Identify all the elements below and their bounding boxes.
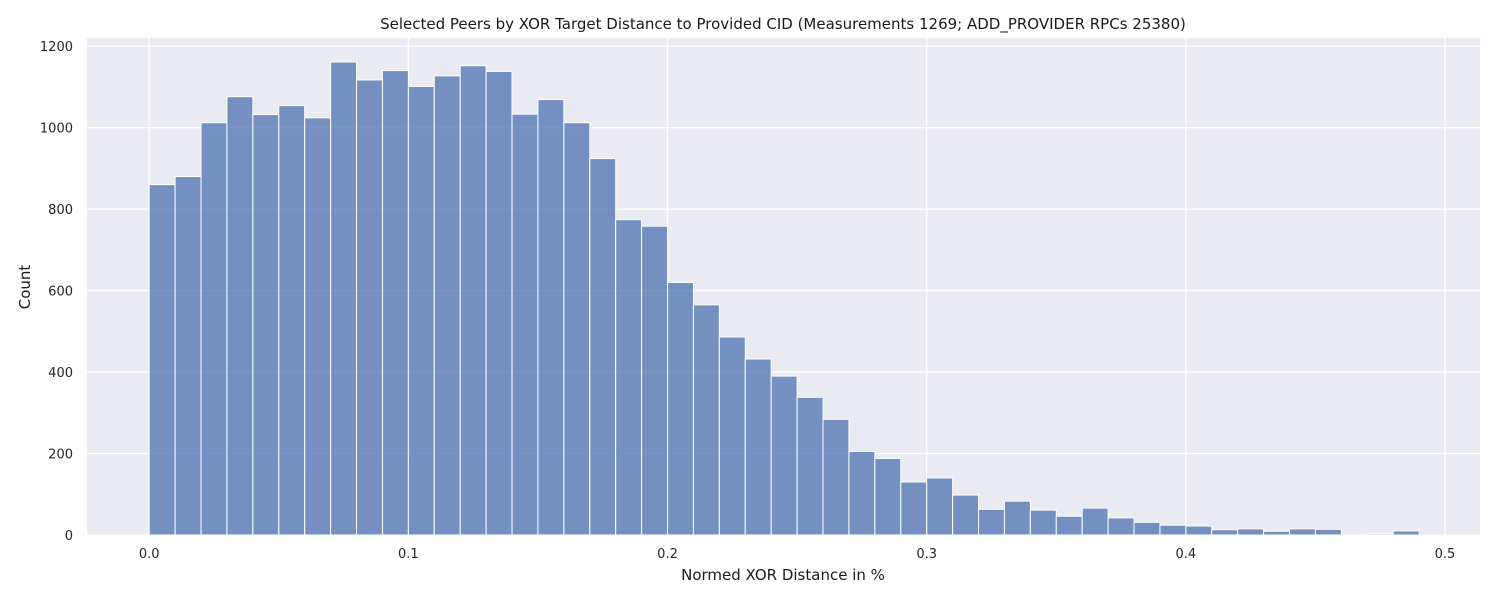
histogram-bar bbox=[200, 122, 228, 536]
x-tick-label: 0.3 bbox=[916, 547, 937, 562]
y-axis-ticks: 0 200 400 600 800 1000 1200 bbox=[40, 40, 73, 544]
histogram-bar bbox=[718, 336, 746, 536]
y-tick-label: 800 bbox=[48, 203, 73, 218]
histogram-bar bbox=[278, 105, 306, 536]
histogram-bar bbox=[433, 75, 461, 536]
histogram-bar bbox=[744, 358, 772, 536]
y-tick-label: 400 bbox=[48, 366, 73, 381]
histogram-bar bbox=[1211, 529, 1239, 536]
histogram-bar bbox=[952, 494, 980, 536]
histogram-bar bbox=[874, 457, 902, 536]
histogram-bar bbox=[1366, 533, 1394, 536]
histogram-bar bbox=[770, 375, 798, 536]
histogram-bar bbox=[822, 418, 850, 536]
histogram-bar bbox=[1081, 507, 1109, 536]
y-tick-label: 600 bbox=[48, 285, 73, 300]
histogram-bar bbox=[848, 450, 876, 536]
histogram-bar bbox=[1185, 525, 1213, 536]
histogram-bar bbox=[667, 281, 694, 536]
chart-title: Selected Peers by XOR Target Distance to… bbox=[380, 15, 1186, 34]
histogram-bar bbox=[1159, 524, 1187, 536]
x-tick-label: 0.2 bbox=[657, 547, 678, 562]
histogram-bar bbox=[796, 396, 824, 536]
histogram-bar bbox=[692, 304, 720, 536]
histogram-bar bbox=[900, 481, 928, 536]
histogram-bars bbox=[148, 61, 1420, 536]
histogram-bar bbox=[252, 114, 280, 536]
histogram-bar bbox=[641, 225, 669, 536]
histogram-bar bbox=[1237, 528, 1265, 536]
histogram-bar bbox=[615, 219, 643, 536]
histogram-bar bbox=[1003, 500, 1031, 536]
y-tick-label: 200 bbox=[48, 448, 73, 463]
histogram-bar bbox=[1289, 528, 1316, 536]
histogram-bar bbox=[1314, 528, 1342, 536]
histogram-bar bbox=[485, 70, 513, 536]
histogram-bar bbox=[407, 85, 435, 536]
x-tick-label: 0.1 bbox=[398, 547, 419, 562]
histogram-bar bbox=[511, 113, 539, 536]
histogram-bar bbox=[537, 99, 565, 536]
histogram-bar bbox=[304, 117, 332, 536]
y-tick-label: 1000 bbox=[40, 122, 73, 137]
histogram-bar bbox=[1133, 521, 1161, 536]
x-tick-label: 0.4 bbox=[1176, 547, 1197, 562]
x-tick-label: 0.5 bbox=[1435, 547, 1456, 562]
y-tick-label: 0 bbox=[65, 529, 73, 544]
histogram-bar bbox=[1263, 530, 1291, 536]
histogram-bar bbox=[1392, 530, 1420, 536]
histogram-bar bbox=[1029, 509, 1057, 536]
histogram-bar bbox=[148, 184, 176, 536]
histogram-bar bbox=[356, 79, 383, 536]
histogram-bar bbox=[1055, 515, 1083, 536]
x-axis-ticks: 0.0 0.1 0.2 0.3 0.4 0.5 bbox=[139, 547, 1456, 562]
y-axis-label: Count bbox=[16, 265, 34, 310]
histogram-bar bbox=[563, 122, 591, 536]
histogram-bar bbox=[226, 96, 254, 536]
histogram-bar bbox=[459, 65, 487, 536]
histogram-bar bbox=[978, 508, 1005, 536]
histogram-bar bbox=[1107, 517, 1135, 536]
histogram-bar bbox=[330, 61, 358, 536]
y-tick-label: 1200 bbox=[40, 40, 73, 55]
histogram-bar bbox=[589, 158, 617, 536]
x-tick-label: 0.0 bbox=[139, 547, 160, 562]
x-axis-label: Normed XOR Distance in % bbox=[681, 566, 885, 584]
histogram-bar bbox=[926, 477, 954, 536]
histogram-bar bbox=[174, 176, 202, 536]
histogram-bar bbox=[381, 70, 409, 536]
